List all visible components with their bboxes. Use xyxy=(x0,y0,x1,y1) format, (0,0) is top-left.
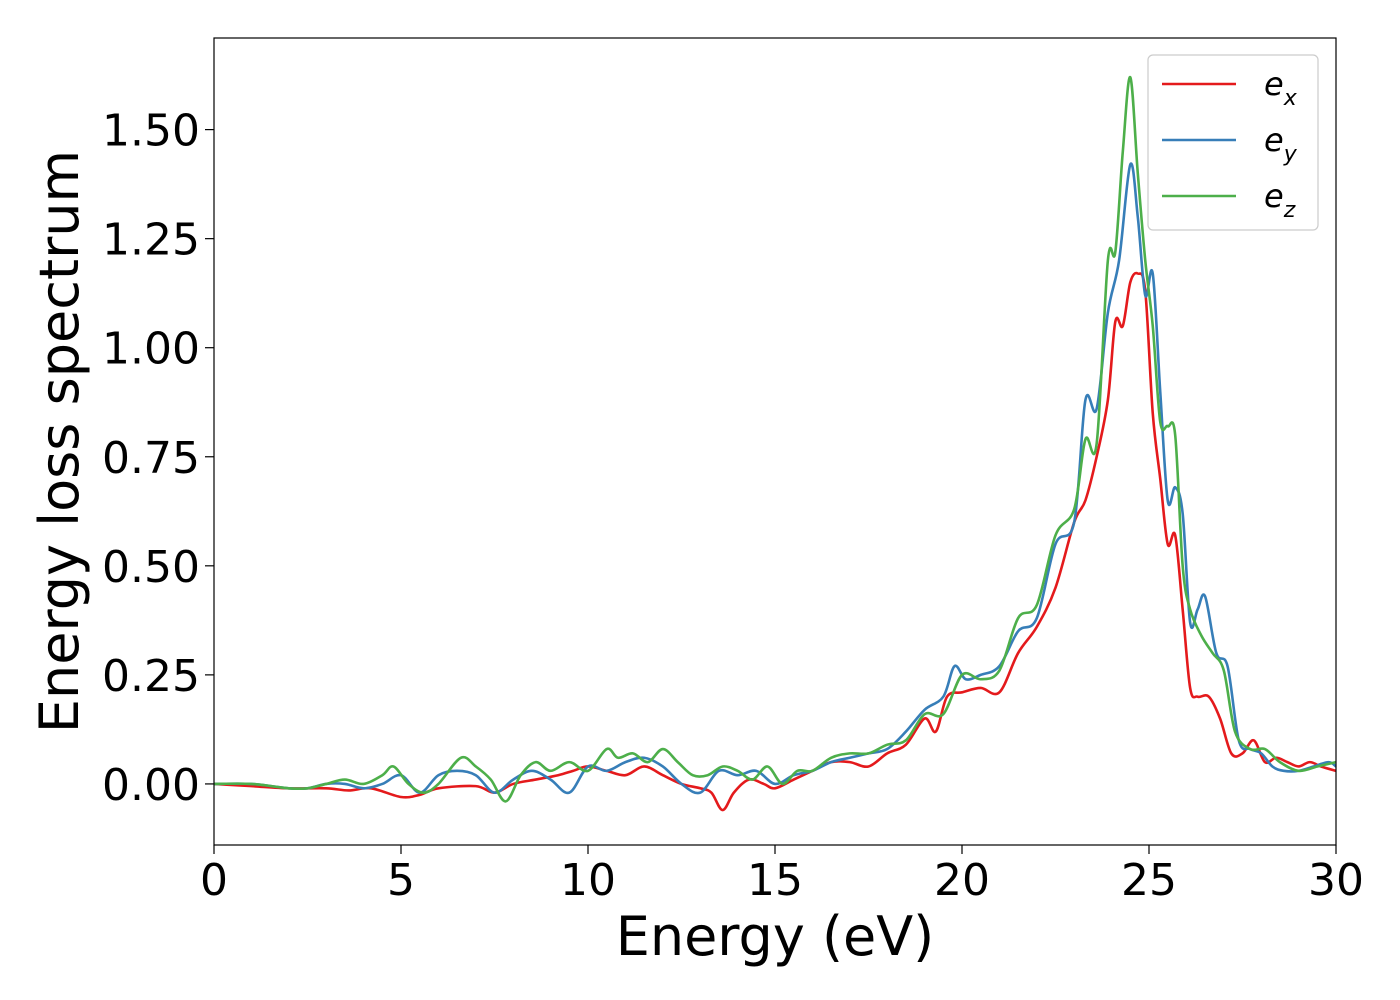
y-tick-label: 0.00 xyxy=(102,760,200,811)
y-tick-label: 1.50 xyxy=(102,106,200,157)
y-axis: 0.00 0.25 0.50 0.75 1.00 1.25 1.50 xyxy=(102,106,214,811)
legend: ex ey ez xyxy=(1147,54,1319,231)
x-tick-label: 30 xyxy=(1308,855,1364,906)
series-line-z xyxy=(214,75,1336,803)
y-tick-label: 1.25 xyxy=(102,215,200,266)
x-tick-label: 10 xyxy=(560,855,616,906)
x-tick-label: 25 xyxy=(1121,855,1177,906)
x-axis: 0 5 10 15 20 25 30 xyxy=(200,845,1364,906)
legend-box xyxy=(1147,54,1319,231)
y-tick-label: 0.75 xyxy=(102,433,200,484)
x-axis-label: Energy (eV) xyxy=(616,905,935,968)
y-tick-label: 1.00 xyxy=(102,324,200,375)
x-tick-label: 0 xyxy=(200,855,228,906)
x-tick-label: 20 xyxy=(934,855,990,906)
y-axis-label: Energy loss spectrum xyxy=(28,150,91,733)
x-tick-label: 15 xyxy=(747,855,803,906)
y-tick-label: 0.50 xyxy=(102,542,200,593)
series-line-y xyxy=(214,162,1336,795)
y-tick-label: 0.25 xyxy=(102,651,200,702)
legend-label-y: ey xyxy=(1264,121,1298,167)
legend-label-x: ex xyxy=(1264,65,1298,111)
legend-label-z: ez xyxy=(1264,177,1296,223)
series-line-x xyxy=(214,271,1336,812)
x-tick-label: 5 xyxy=(387,855,415,906)
series-layer xyxy=(214,75,1336,812)
